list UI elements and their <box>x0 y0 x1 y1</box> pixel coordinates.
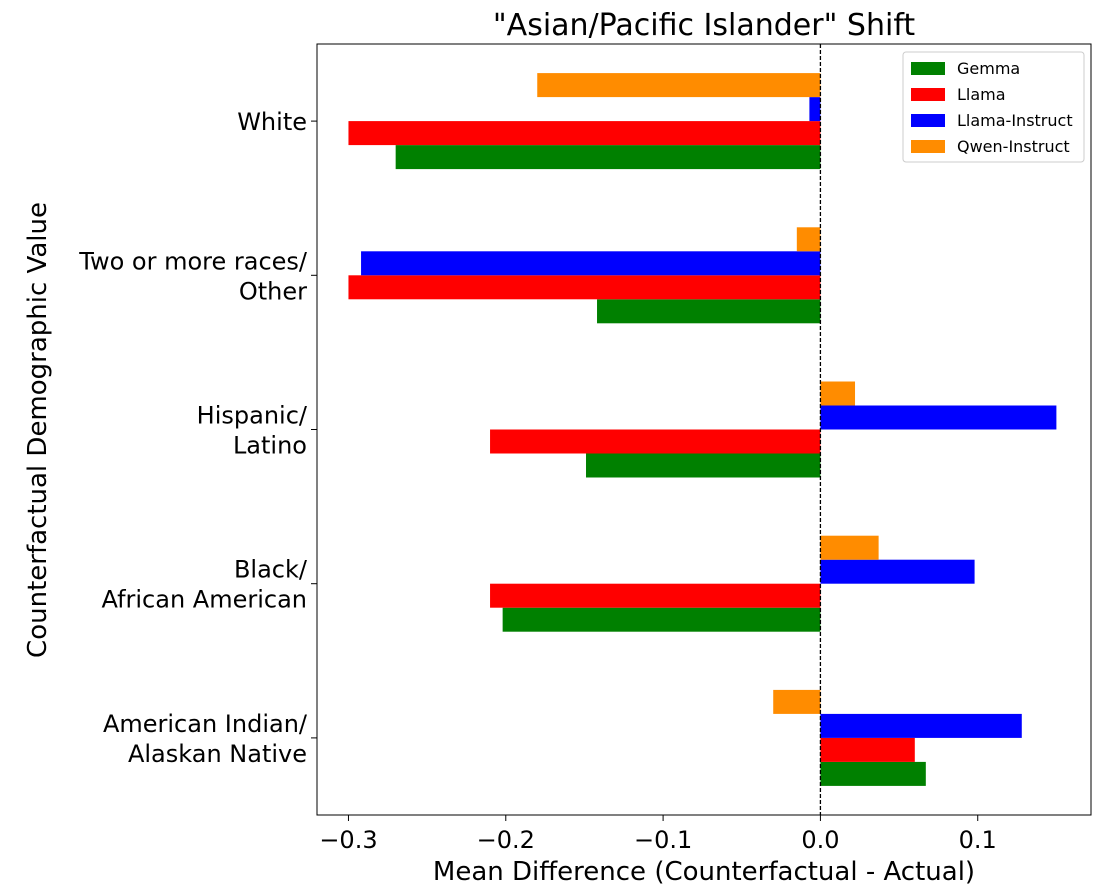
x-tick-label-3: 0.0 <box>801 826 839 854</box>
bar-qwen-instruct-0 <box>773 689 821 714</box>
legend-swatch-2 <box>911 114 945 127</box>
bar-llama-instruct-3 <box>361 251 821 276</box>
bar-gemma-0 <box>820 761 926 786</box>
x-tick-label-0: −0.3 <box>319 826 377 854</box>
y-tick-label-2: Hispanic/Latino <box>197 402 308 460</box>
y-tick-label-3: Two or more races/Other <box>78 247 308 305</box>
y-tick-label-4: White <box>237 108 307 136</box>
bar-llama-2 <box>490 429 821 454</box>
bar-llama-instruct-4 <box>809 97 821 122</box>
bar-qwen-instruct-4 <box>537 73 821 98</box>
bar-qwen-instruct-3 <box>796 227 821 252</box>
legend-label-1: Llama <box>957 85 1006 104</box>
y-tick-label-1: Black/African American <box>102 556 308 614</box>
x-tick-label-4: 0.1 <box>959 826 997 854</box>
y-tick-label-0: American Indian/Alaskan Native <box>103 710 308 768</box>
bar-gemma-3 <box>597 299 821 324</box>
x-tick-label-2: −0.1 <box>634 826 692 854</box>
legend-label-3: Qwen-Instruct <box>957 137 1070 156</box>
y-axis-label: Counterfactual Demographic Value <box>23 202 53 658</box>
plot-area: −0.3 −0.2 −0.1 0.0 0.1 American Indian/Alaska… <box>78 43 1092 854</box>
bar-llama-instruct-1 <box>820 559 975 584</box>
bar-llama-4 <box>348 121 821 146</box>
x-axis-label: Mean Difference (Counterfactual - Actual… <box>433 857 975 887</box>
bar-gemma-4 <box>395 145 821 170</box>
bar-llama-1 <box>490 583 821 608</box>
bar-llama-instruct-0 <box>820 713 1022 738</box>
legend-box <box>902 51 1085 163</box>
legend: Gemma Llama Llama-Instruct Qwen-Instruct <box>902 51 1085 163</box>
bar-llama-0 <box>820 737 915 762</box>
bar-llama-instruct-2 <box>820 405 1057 430</box>
bar-qwen-instruct-1 <box>820 535 879 560</box>
legend-swatch-3 <box>911 140 945 153</box>
legend-swatch-1 <box>911 88 945 101</box>
legend-label-2: Llama-Instruct <box>957 111 1073 130</box>
legend-swatch-0 <box>911 62 945 75</box>
legend-label-0: Gemma <box>957 59 1020 78</box>
bar-gemma-1 <box>502 607 821 632</box>
bar-gemma-2 <box>586 453 821 478</box>
bar-qwen-instruct-2 <box>820 381 856 406</box>
x-tick-label-1: −0.2 <box>477 826 535 854</box>
chart-title: "Asian/Pacific Islander" Shift <box>493 8 915 43</box>
bar-llama-3 <box>348 275 821 300</box>
